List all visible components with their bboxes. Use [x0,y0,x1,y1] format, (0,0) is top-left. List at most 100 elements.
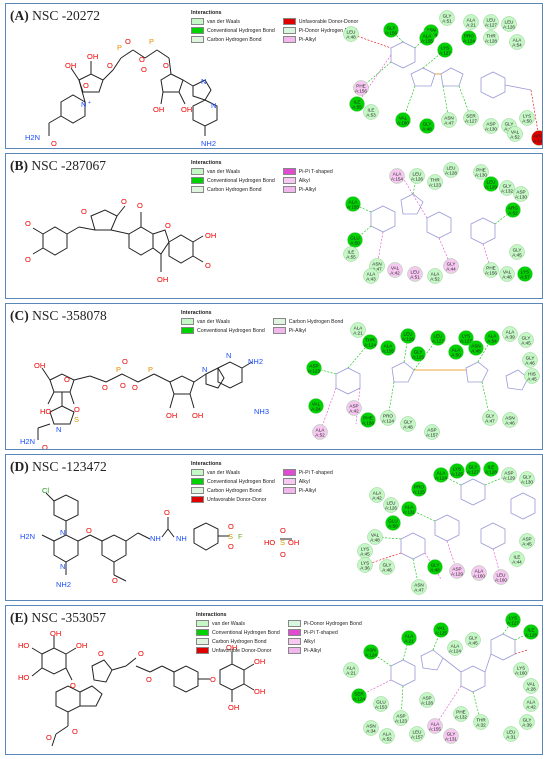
residue-disc [502,412,518,428]
residue-number: A:128 [485,39,497,44]
residue-name: GLY [505,122,514,127]
residue-disc [353,80,369,96]
residue-disc [437,42,453,58]
residue-number: A:51 [442,19,452,24]
residue-number: A:48 [403,425,413,430]
residue-disc [519,471,535,487]
svg-text:O: O [107,61,113,70]
panel-a-legend: Interactions van der Waals Conventional … [191,10,359,43]
residue-disc [345,196,361,212]
residue-disc [379,559,395,575]
residue-disc [449,563,465,579]
svg-text:N: N [202,365,207,374]
panel-a: (A) NSC -20272 OH OH O O [5,3,543,149]
svg-text:HO: HO [40,407,51,416]
residue-name: ASN [414,583,423,588]
residue-number: A:31 [506,735,516,740]
residue-number: A:43 [366,277,376,282]
svg-text:OH: OH [288,538,299,547]
residue-number: A:130 [475,173,487,178]
svg-text:O: O [25,219,31,228]
svg-text:P: P [116,365,121,374]
residue-disc [453,706,469,722]
residue-disc [393,710,409,726]
residue-name: PRO [414,485,424,490]
svg-text:H2N: H2N [20,437,35,446]
residue-disc [522,352,538,368]
residue-disc [499,266,515,282]
residue-disc [463,110,479,126]
svg-text:O: O [141,65,147,74]
residue-disc [411,481,427,497]
residue-name: ASN [505,416,514,421]
residue-name: ILE [348,250,355,255]
residue-disc [343,246,359,262]
residue-disc [387,262,403,278]
residue-disc [458,330,474,346]
residue-number: A:45 [527,377,537,382]
residue-number: A:156 [385,31,397,36]
residue-name: VAL [437,626,446,631]
residue-disc [443,728,459,744]
residue-name: PRO [464,34,474,39]
residue-number: A:53 [366,113,376,118]
residue-name: GLY [404,420,413,425]
residue-name: LEU [413,172,422,177]
residue-disc [362,334,378,350]
residue-name: PHE [356,84,365,89]
residue-number: A:145 [533,139,543,144]
residue-disc [373,696,389,712]
residue-name: ALA [423,34,433,39]
svg-text:O: O [138,649,144,658]
svg-text:O: O [146,675,152,684]
residue-name: LEU [387,501,396,506]
residue-name: ARG [508,206,518,211]
residue-disc [465,461,481,477]
residue-name: ILE [354,100,361,105]
residue-number: A:128 [525,633,537,638]
residue-name: ALA [384,344,394,349]
residue-name: VAL [511,130,520,135]
residue-disc [363,720,379,736]
residue-name: GLY [447,732,456,737]
residue-number: A:48 [471,349,481,354]
residue-disc [383,497,399,513]
svg-text:OH: OH [157,275,168,284]
residue-name: LEU [434,334,443,339]
residue-disc [419,30,435,46]
residue-name: ASP [516,190,525,195]
residue-number: A:126 [411,177,423,182]
residue-disc [367,529,383,545]
residue-number: A:127 [507,621,519,626]
svg-text:OH: OH [76,641,87,650]
residue-disc [505,612,521,628]
residue-number: A:32 [476,723,486,728]
residue-disc [410,346,426,362]
residue-number: A:130 [521,480,533,485]
residue-disc [350,322,366,338]
residue-disc [513,186,529,202]
residue-name: GLY [523,718,532,723]
residue-disc [389,168,405,184]
svg-text:OH: OH [228,703,239,712]
residue-name: GLY [486,414,495,419]
residue-number: A:57 [520,275,530,280]
residue-disc [482,410,498,426]
svg-text:P: P [117,43,122,52]
residue-name: ALA [431,272,441,277]
residue-name: GLY [469,465,478,470]
svg-text:O: O [228,522,234,531]
panel-e: (E) NSC -353057 HO OH [5,605,543,755]
residue-disc [483,461,499,477]
residue-number: A:155 [347,205,359,210]
residue-number: A:46 [505,421,515,426]
residue-name: ARG [534,134,543,139]
residue-disc [502,326,518,342]
residue-number: A:127 [439,51,451,56]
residue-number: A:156 [362,421,374,426]
residue-name: GLY [431,563,440,568]
